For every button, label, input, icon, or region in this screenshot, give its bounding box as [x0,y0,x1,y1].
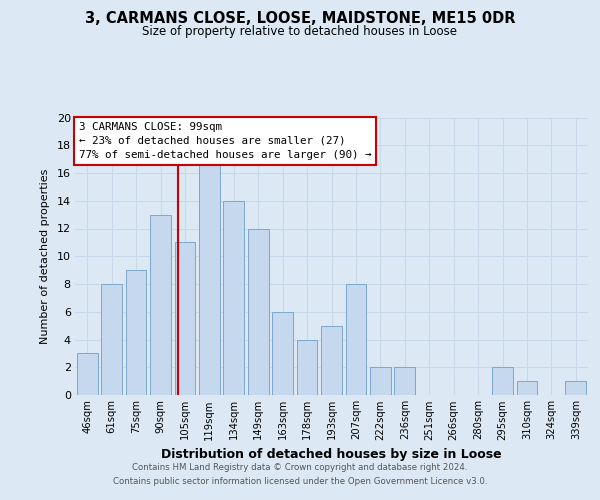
Bar [321,326,342,395]
Text: 3, CARMANS CLOSE, LOOSE, MAIDSTONE, ME15 0DR: 3, CARMANS CLOSE, LOOSE, MAIDSTONE, ME15… [85,11,515,26]
Text: Contains public sector information licensed under the Open Government Licence v3: Contains public sector information licen… [113,477,487,486]
Bar [272,312,293,395]
Bar [77,354,98,395]
Bar [492,367,513,395]
Bar [296,340,317,395]
Bar [565,381,586,395]
Bar [175,242,196,395]
Bar [346,284,367,395]
Bar [125,270,146,395]
Bar [223,200,244,395]
Text: Contains HM Land Registry data © Crown copyright and database right 2024.: Contains HM Land Registry data © Crown c… [132,464,468,472]
Bar [101,284,122,395]
Bar [370,367,391,395]
Bar [248,228,269,395]
Bar [199,159,220,395]
Bar [517,381,538,395]
Text: 3 CARMANS CLOSE: 99sqm
← 23% of detached houses are smaller (27)
77% of semi-det: 3 CARMANS CLOSE: 99sqm ← 23% of detached… [79,122,371,160]
X-axis label: Distribution of detached houses by size in Loose: Distribution of detached houses by size … [161,448,502,461]
Bar [394,367,415,395]
Y-axis label: Number of detached properties: Number of detached properties [40,168,50,344]
Bar [150,214,171,395]
Text: Size of property relative to detached houses in Loose: Size of property relative to detached ho… [143,25,458,38]
